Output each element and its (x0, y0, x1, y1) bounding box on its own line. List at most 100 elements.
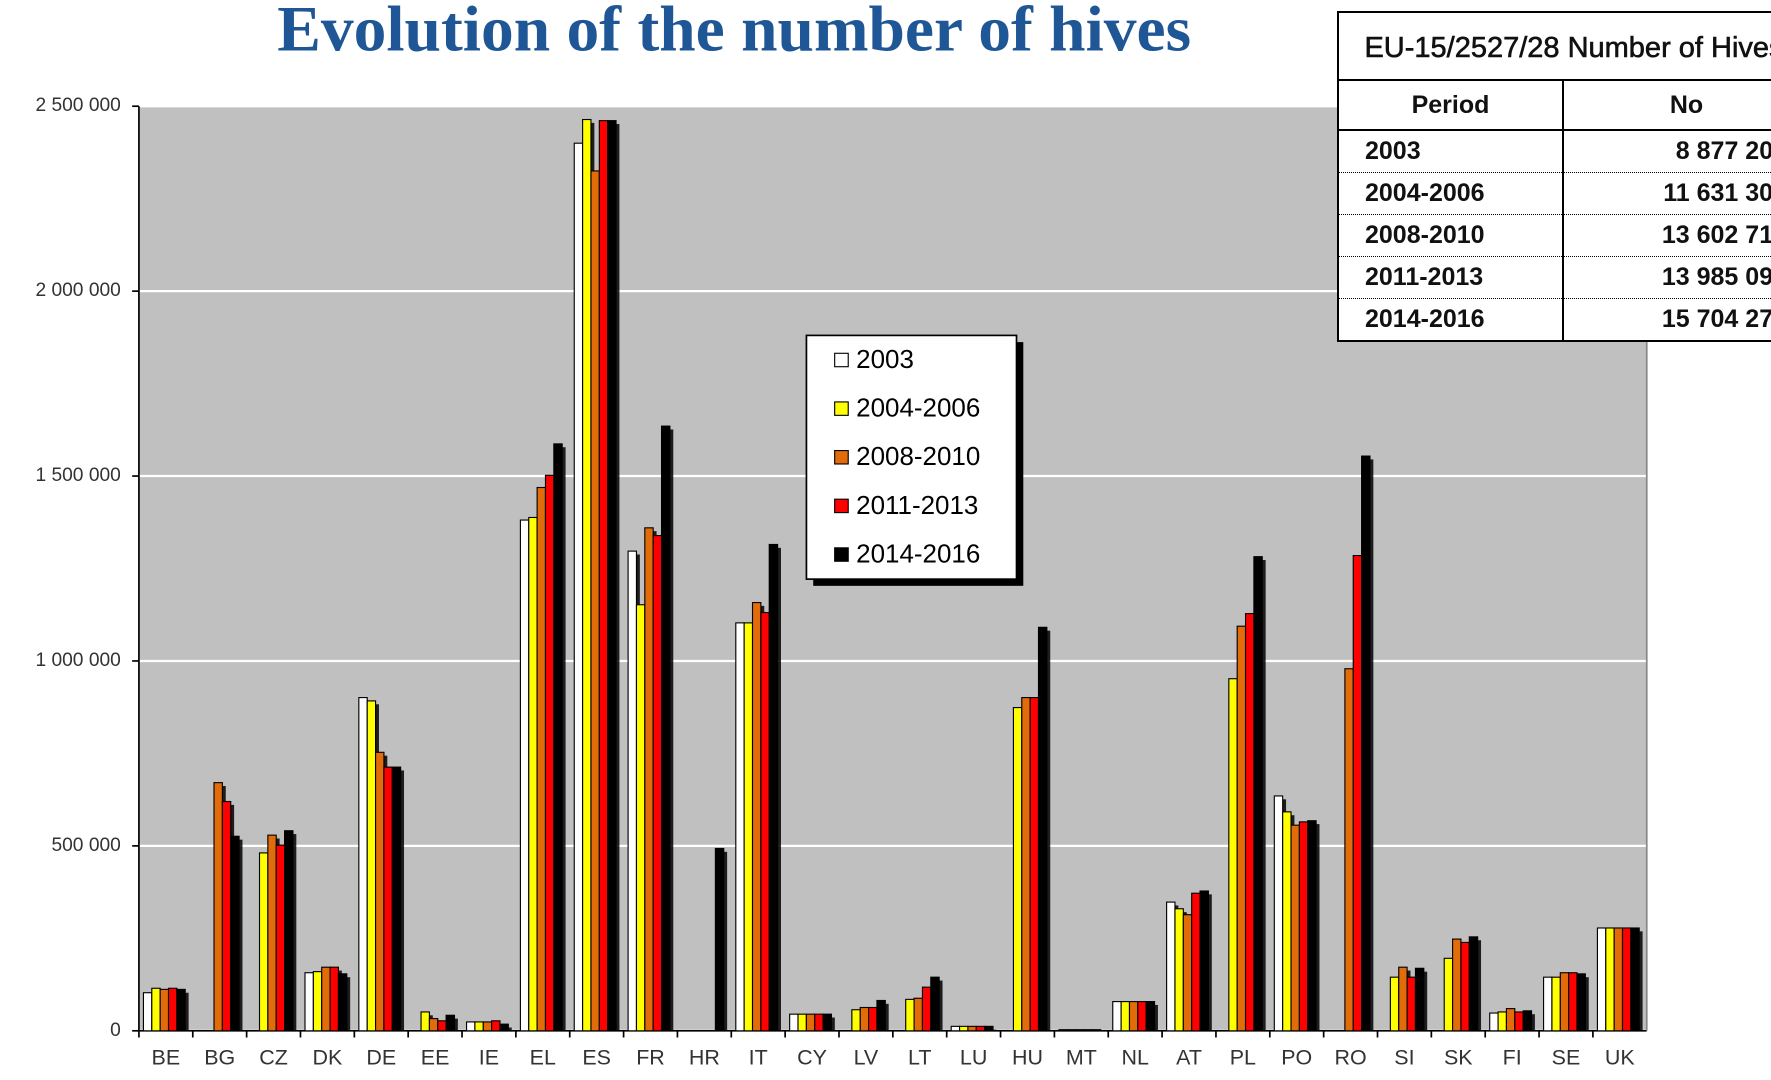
x-tick-label: EE (421, 1045, 450, 1069)
bar (1497, 1011, 1508, 1032)
bar (1568, 972, 1578, 1032)
bar (1066, 1029, 1077, 1032)
bar (1244, 613, 1255, 1032)
legend-label: 2014-2016 (856, 541, 980, 569)
bar (635, 604, 646, 1032)
bar (598, 120, 609, 1032)
bar (304, 972, 314, 1032)
bar (312, 971, 323, 1032)
bar (329, 966, 339, 1032)
bar (1145, 1001, 1156, 1032)
bar (519, 519, 530, 1032)
bar (230, 835, 240, 1032)
x-tick-label: UK (1605, 1045, 1635, 1069)
table-cell: 15 704 270 (1661, 305, 1771, 333)
bar (1174, 908, 1184, 1032)
header-cell: Period (1339, 81, 1564, 131)
legend-swatch (834, 352, 849, 368)
bar (1406, 976, 1417, 1032)
bar (1273, 795, 1284, 1032)
x-tick-label: HR (689, 1045, 720, 1069)
x-tick-label: PO (1281, 1045, 1312, 1069)
x-tick-label: LU (960, 1045, 987, 1069)
bar (644, 527, 654, 1032)
legend-label: 2004-2006 (856, 395, 980, 423)
legend-label: 2011-2013 (856, 492, 978, 520)
x-tick-label: FI (1503, 1045, 1522, 1069)
bar (1489, 1012, 1499, 1032)
bar (582, 118, 592, 1032)
bar (1389, 976, 1400, 1032)
bar (1605, 927, 1615, 1032)
bar (851, 1009, 861, 1032)
bar (1559, 972, 1570, 1032)
bar (913, 997, 923, 1032)
bar (1012, 707, 1023, 1032)
bar (607, 120, 617, 1032)
bar (1137, 1001, 1147, 1032)
bar (1083, 1029, 1093, 1032)
table-title: EU-15/2527/28 Number of Hives (1339, 13, 1771, 81)
legend-swatch (834, 547, 849, 562)
table-cell: 2008-2010 (1339, 214, 1564, 257)
x-tick-label: CZ (259, 1045, 288, 1069)
table-cell: 2011-2013 (1339, 256, 1564, 299)
bar (1058, 1029, 1068, 1032)
x-tick-label: DE (366, 1045, 396, 1069)
legend-swatch (834, 401, 849, 416)
x-tick-label: LT (908, 1045, 931, 1069)
summary-table: EU-15/2527/28 Number of Hives Period No … (1337, 11, 1771, 342)
bar (930, 976, 940, 1032)
bar (627, 550, 638, 1032)
bar (1543, 976, 1553, 1032)
bar (822, 1013, 833, 1032)
bar (1443, 957, 1454, 1032)
bar (984, 1025, 994, 1032)
bar (358, 697, 368, 1032)
bar (1630, 927, 1640, 1032)
table-cell: 2004-2006 (1339, 172, 1564, 215)
x-tick-label: IT (749, 1045, 768, 1069)
bar (1075, 1029, 1085, 1032)
bar (159, 988, 170, 1032)
bar (868, 1006, 878, 1032)
bar (428, 1018, 439, 1032)
bar (652, 535, 663, 1032)
bar (1037, 626, 1048, 1032)
bar (1596, 927, 1607, 1032)
bar (950, 1025, 961, 1032)
x-tick-label: IE (479, 1045, 499, 1069)
bar (1166, 901, 1176, 1032)
bar (1613, 927, 1624, 1032)
bar (1505, 1008, 1516, 1032)
legend-swatch (834, 498, 849, 514)
bar (465, 1021, 476, 1032)
bar (1120, 1001, 1131, 1032)
bar (1522, 1010, 1533, 1032)
table-cell: 2014-2016 (1339, 298, 1564, 340)
bar (1228, 678, 1238, 1032)
bar (760, 611, 770, 1032)
bar (366, 700, 377, 1032)
x-tick-label: CY (797, 1045, 827, 1069)
legend-label: 2008-2010 (856, 443, 980, 471)
table-row: 2014-2016 15 704 270 (1339, 298, 1771, 340)
bar (374, 751, 385, 1032)
bar (1460, 941, 1470, 1032)
x-tick-label: ES (582, 1045, 611, 1069)
bar (474, 1021, 484, 1032)
bar (267, 834, 277, 1032)
bar (967, 1025, 977, 1032)
x-tick-label: FR (636, 1045, 665, 1069)
x-tick-label: PL (1230, 1045, 1256, 1069)
bar (1551, 976, 1561, 1032)
legend-label: 2003 (856, 346, 914, 374)
bar (445, 1014, 456, 1032)
bar (1021, 697, 1031, 1032)
